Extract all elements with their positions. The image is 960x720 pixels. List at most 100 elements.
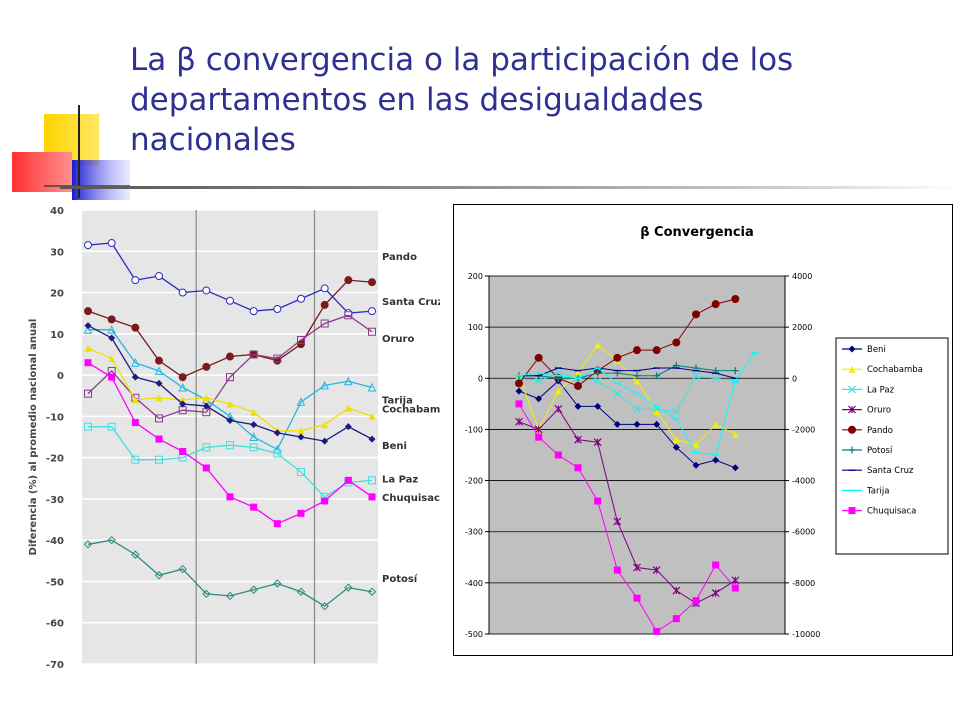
data-point	[250, 408, 258, 416]
data-point	[554, 387, 562, 395]
series-label: Cochabamba	[382, 404, 440, 415]
data-point	[711, 589, 720, 598]
legend-swatch-marker	[848, 425, 856, 434]
data-point	[154, 571, 164, 580]
data-point	[534, 353, 543, 362]
plot-area	[82, 210, 378, 664]
data-point	[84, 344, 92, 352]
data-point	[515, 400, 523, 408]
data-point	[344, 476, 352, 484]
data-point	[107, 315, 116, 324]
data-point	[155, 455, 163, 464]
data-point	[672, 586, 681, 595]
data-point	[155, 379, 163, 387]
series-beni	[515, 377, 739, 472]
data-point	[108, 334, 116, 342]
data-point	[155, 356, 163, 365]
data-point	[84, 359, 92, 367]
legend-label: Pando	[867, 426, 893, 436]
y2-tick-label: -6000	[792, 528, 815, 537]
y2-tick-label: 4000	[792, 272, 812, 281]
data-point	[84, 307, 92, 316]
y-tick-label: 30	[50, 247, 64, 258]
series-line	[518, 380, 736, 469]
data-point	[613, 517, 622, 526]
data-point	[178, 373, 187, 382]
y-tick-label: -70	[46, 660, 64, 671]
legend-swatch-marker	[848, 405, 856, 414]
data-point	[672, 436, 680, 444]
series-label: Potosí	[382, 573, 418, 585]
data-point	[731, 576, 740, 585]
data-point	[692, 441, 700, 449]
data-point	[273, 579, 282, 588]
y-tick-label: 10	[50, 330, 64, 341]
legend-label: Cochabamba	[867, 365, 923, 375]
slide-title-line-3: nacionales	[130, 122, 296, 158]
data-point	[712, 420, 720, 428]
data-point	[250, 503, 258, 511]
data-point	[613, 353, 622, 362]
data-point	[633, 563, 641, 572]
data-point	[535, 395, 543, 403]
data-point	[712, 456, 720, 464]
slide-title: La β convergencia o la participación de …	[130, 40, 930, 160]
y-tick-label: 0	[478, 374, 483, 383]
data-point	[633, 377, 641, 385]
data-point	[731, 431, 739, 439]
legend-label: La Paz	[867, 385, 895, 395]
y-tick-label: 0	[57, 371, 64, 382]
data-point	[574, 381, 582, 390]
data-point	[633, 420, 641, 428]
series-label: Santa Cruz	[382, 297, 440, 308]
data-point	[368, 307, 376, 316]
deco-blue-block	[72, 160, 130, 200]
data-point	[367, 587, 377, 596]
legend-swatch-marker	[848, 345, 856, 353]
data-point	[273, 449, 282, 458]
data-point	[202, 362, 211, 371]
beta-convergence-chart: β Convergencia 200 100 0 -100 -200 -300 -400 -50…	[453, 204, 953, 656]
title-divider	[60, 186, 960, 189]
data-point	[731, 295, 740, 304]
data-point	[692, 461, 700, 469]
data-point	[711, 374, 720, 383]
data-point	[692, 310, 700, 319]
data-point	[84, 241, 92, 250]
y2-tick-label: -8000	[792, 579, 815, 588]
series-chuquisaca	[515, 400, 739, 635]
data-point	[178, 382, 187, 392]
data-point	[712, 561, 720, 569]
data-point	[297, 336, 305, 345]
data-point	[554, 451, 562, 459]
y-axis-label: Diferencia (%) al promedio nacional anua…	[28, 319, 39, 556]
data-point	[613, 389, 622, 398]
data-point	[554, 405, 563, 413]
data-point	[226, 400, 234, 408]
data-point	[672, 615, 680, 623]
data-point	[594, 402, 602, 410]
data-point	[731, 464, 739, 472]
y-tick-label: -400	[465, 579, 483, 588]
y-tick-label: -30	[46, 495, 64, 506]
data-point	[535, 433, 543, 441]
data-point	[613, 420, 621, 428]
series-beni	[84, 322, 376, 445]
data-point	[131, 276, 140, 285]
data-point	[672, 338, 681, 347]
data-point	[320, 300, 329, 309]
data-point	[226, 493, 234, 501]
data-point	[202, 286, 211, 295]
data-point	[574, 464, 582, 472]
data-point	[249, 585, 258, 594]
data-point	[594, 369, 602, 377]
data-point	[320, 284, 329, 293]
data-point	[534, 376, 543, 385]
data-point	[574, 369, 582, 377]
data-point	[344, 376, 353, 386]
y2-tick-label: 2000	[792, 323, 812, 332]
data-point	[84, 322, 92, 330]
data-point	[321, 421, 329, 429]
data-point	[344, 583, 353, 592]
data-point	[731, 367, 739, 375]
